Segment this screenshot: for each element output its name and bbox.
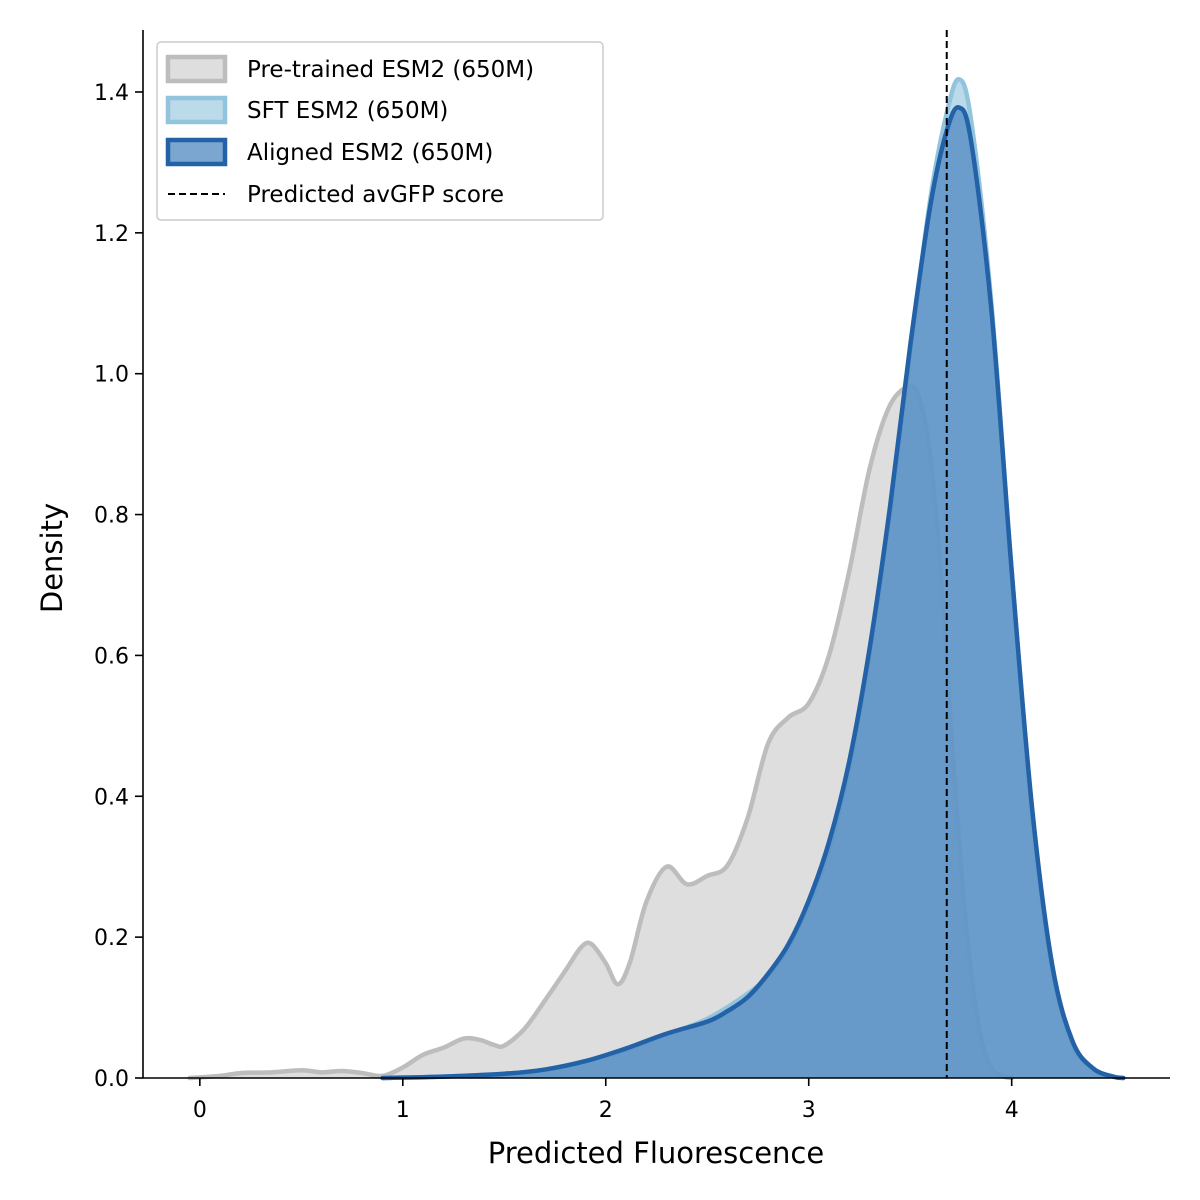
legend-items: Pre-trained ESM2 (650M) SFT ESM2 (650M) Al…	[165, 54, 534, 208]
y-ticks: 0.0 0.2 0.4 0.6 0.8 1.0 1.2 1.4	[94, 81, 143, 1092]
x-tick-label: 1	[396, 1098, 410, 1123]
series-layer	[187, 77, 1126, 1081]
x-ticks: 0 1 2 3 4	[193, 1078, 1019, 1123]
y-tick-label: 0.8	[94, 504, 129, 529]
y-tick-label: 0.2	[94, 926, 129, 951]
x-axis-title: Predicted Fluorescence	[488, 1136, 824, 1170]
legend-swatch	[165, 137, 228, 167]
legend-label: Aligned ESM2 (650M)	[247, 140, 493, 166]
legend-swatch	[165, 54, 228, 84]
legend-frame	[156, 41, 604, 221]
legend: Pre-trained ESM2 (650M) SFT ESM2 (650M) Al…	[156, 41, 604, 221]
y-tick-label: 0.0	[94, 1067, 129, 1092]
axes	[142, 30, 1170, 1079]
legend-swatch	[165, 95, 228, 125]
y-tick-label: 1.4	[94, 81, 129, 106]
y-tick-label: 1.0	[94, 363, 129, 388]
x-tick-label: 2	[599, 1098, 613, 1123]
y-tick-label: 1.2	[94, 222, 129, 247]
y-axis-title: Density	[35, 503, 69, 613]
legend-label: SFT ESM2 (650M)	[247, 98, 448, 124]
x-tick-label: 0	[193, 1098, 207, 1123]
x-tick-label: 4	[1005, 1098, 1019, 1123]
y-tick-label: 0.6	[94, 644, 129, 669]
legend-label: Predicted avGFP score	[247, 182, 504, 208]
series-3-area	[382, 107, 1124, 1078]
x-tick-label: 3	[802, 1098, 816, 1123]
y-tick-label: 0.4	[94, 785, 129, 810]
series-3-line	[380, 105, 1126, 1081]
legend-label: Pre-trained ESM2 (650M)	[247, 57, 534, 83]
